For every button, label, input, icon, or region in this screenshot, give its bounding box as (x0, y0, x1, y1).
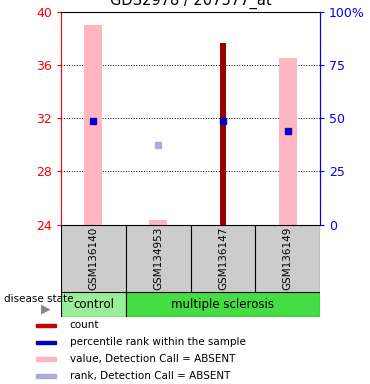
Text: GSM136147: GSM136147 (218, 227, 228, 290)
Text: GSM136149: GSM136149 (283, 227, 293, 290)
Bar (279, 58, 297, 225)
Bar (149, 220, 167, 225)
Text: GSM134953: GSM134953 (153, 227, 163, 290)
Text: multiple sclerosis: multiple sclerosis (171, 298, 275, 311)
Bar (126, 292, 320, 317)
Text: value, Detection Call = ABSENT: value, Detection Call = ABSENT (70, 354, 235, 364)
Text: count: count (70, 320, 100, 330)
Bar (84, 25, 102, 225)
Bar (36, 341, 56, 344)
Bar (36, 324, 56, 328)
Text: control: control (73, 298, 114, 311)
Text: disease state: disease state (4, 293, 73, 304)
Text: ▶: ▶ (41, 303, 50, 315)
Text: GSM136140: GSM136140 (88, 227, 98, 290)
Bar (36, 374, 56, 378)
Text: rank, Detection Call = ABSENT: rank, Detection Call = ABSENT (70, 371, 230, 381)
Bar (61, 292, 126, 317)
Title: GDS2978 / 207577_at: GDS2978 / 207577_at (110, 0, 271, 9)
Bar (36, 358, 56, 361)
Bar (220, 43, 226, 225)
Text: percentile rank within the sample: percentile rank within the sample (70, 337, 246, 347)
